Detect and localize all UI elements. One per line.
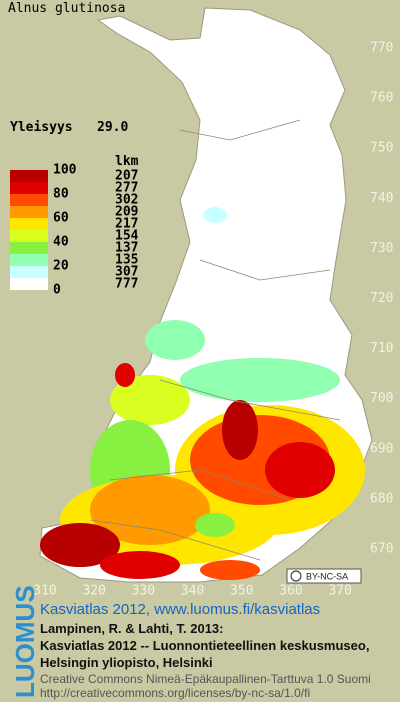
- legend-swatch: [10, 218, 48, 230]
- legend-level: 20: [53, 259, 69, 274]
- credits: Lampinen, R. & Lahti, T. 2013: Kasviatlas…: [40, 621, 371, 700]
- credits-link[interactable]: Kasviatlas 2012, www.luomus.fi/kasviatla…: [40, 601, 320, 618]
- species-title: Alnus glutinosa: [8, 1, 125, 16]
- x-axis-label: 310: [33, 584, 56, 599]
- legend-level: 80: [53, 187, 69, 202]
- frequency-areas: [40, 207, 365, 580]
- y-axis-label: 670: [370, 542, 393, 557]
- legend-count: 277: [115, 181, 138, 196]
- x-axis-label: 330: [132, 584, 155, 599]
- y-axis-label: 700: [370, 391, 393, 406]
- logo: LUOMUS: [10, 585, 40, 698]
- legend-count: 209: [115, 205, 138, 220]
- legend-swatch: [10, 230, 48, 242]
- x-axis-label: 350: [230, 584, 253, 599]
- legend-swatch: [10, 194, 48, 206]
- y-axis-label: 730: [370, 241, 393, 256]
- legend-count: 154: [115, 229, 139, 244]
- finland-map: [39, 7, 373, 583]
- count-header: lkm: [115, 154, 139, 169]
- x-axis-label: 370: [328, 584, 351, 599]
- region-borders: [89, 119, 341, 561]
- y-axis-label: 750: [370, 141, 393, 156]
- legend-swatch: [10, 170, 48, 182]
- y-axis-label: 770: [370, 41, 393, 56]
- legend-count: 302: [115, 193, 138, 208]
- x-axis-label: 360: [279, 584, 302, 599]
- x-axis-label: 320: [82, 584, 105, 599]
- badge-box: [286, 568, 362, 584]
- legend-level: 60: [53, 211, 69, 226]
- y-axis-label: 720: [370, 291, 393, 306]
- legend-swatch: [10, 278, 48, 290]
- legend-count: 217: [115, 217, 138, 232]
- y-axis-label: 680: [370, 491, 393, 506]
- legend-swatch: [10, 182, 48, 194]
- legend-level: 0: [53, 283, 61, 298]
- y-axis-label: 690: [370, 441, 393, 456]
- frequency-value: 29.0: [97, 120, 128, 135]
- legend-level: 40: [53, 235, 69, 250]
- credit-line: Kasviatlas 2012 -- Luonnontieteellinen k…: [40, 638, 369, 653]
- credit-line: Lampinen, R. & Lahti, T. 2013:: [40, 621, 223, 636]
- legend-count: 307: [115, 265, 138, 280]
- y-axis-label: 710: [370, 341, 393, 356]
- license-badge: BY-NC-SA: [286, 568, 362, 584]
- license-line: http://creativecommons.org/licenses/by-n…: [40, 686, 310, 700]
- legend-swatch: [10, 206, 48, 218]
- credit-line: Helsingin yliopisto, Helsinki: [40, 655, 213, 670]
- y-axis-label: 740: [370, 191, 393, 206]
- legend-count: 135: [115, 253, 138, 268]
- y-axis-label: 760: [370, 91, 393, 106]
- x-axis-label: 340: [181, 584, 204, 599]
- axis-labels: 770 760 750 740 730 720 710 700 690 680 670 310 320 3…: [33, 41, 393, 599]
- badge-text: BY-NC-SA: [306, 571, 348, 581]
- legend-count: 207: [115, 169, 138, 184]
- frequency-label: Yleisyys: [10, 120, 73, 135]
- legend-count: 777: [115, 277, 138, 292]
- legend: 100 80 60 40 20 0 2072773022092171541371353077…: [10, 163, 139, 298]
- legend-swatch: [10, 266, 48, 278]
- legend-count: 137: [115, 241, 138, 256]
- legend-swatch: [10, 242, 48, 254]
- cc-icon: [290, 570, 302, 582]
- legend-level: 100: [53, 163, 77, 178]
- legend-swatch: [10, 254, 48, 266]
- license-line: Creative Commons Nimeä-Epäkaupallinen-Ta…: [40, 672, 371, 686]
